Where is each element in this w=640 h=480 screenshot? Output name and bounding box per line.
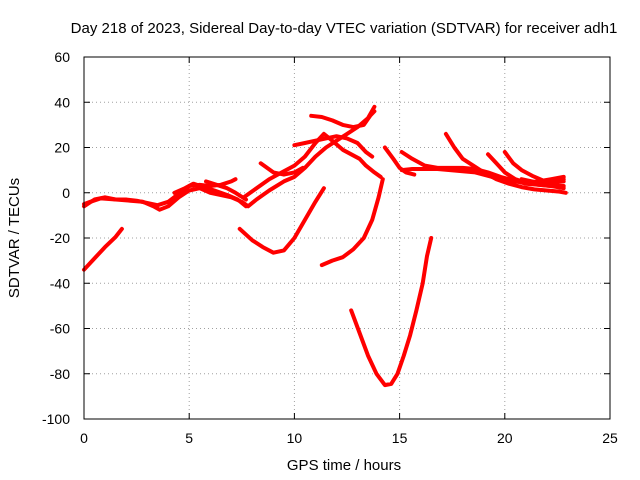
series-trace-07 (258, 161, 305, 177)
series-group (82, 104, 568, 388)
series-trace-10 (237, 186, 326, 255)
series-trace-01 (82, 226, 124, 272)
plot-frame (83, 56, 611, 420)
series-trace-16 (443, 131, 568, 195)
grid (84, 57, 610, 419)
x-tick-label: 10 (287, 430, 303, 446)
series-trace-04 (172, 181, 248, 209)
x-tick-label: 15 (392, 430, 408, 446)
x-tick-label: 25 (602, 430, 618, 446)
series-trace-06 (241, 131, 383, 200)
x-axis-label: GPS time / hours (287, 457, 401, 474)
y-tick-label: -40 (50, 275, 70, 291)
x-tick-labels: 0 5 10 15 20 25 (80, 430, 618, 446)
series-trace-11 (319, 177, 385, 268)
y-tick-labels: -100 -80 -60 -40 -20 0 20 40 60 (42, 49, 70, 427)
x-tick-label: 0 (80, 430, 88, 446)
x-tick-label: 5 (185, 430, 193, 446)
series-trace-19 (519, 177, 566, 186)
series-trace-09 (292, 134, 375, 159)
y-axis-label: SDTVAR / TECUs (6, 178, 23, 298)
series-trace-13 (382, 145, 417, 177)
y-tick-label: 40 (54, 94, 70, 110)
x-tick-label: 20 (497, 430, 513, 446)
series-trace-12 (349, 236, 434, 388)
y-tick-label: 0 (62, 185, 70, 201)
series-trace-08 (309, 109, 377, 130)
y-tick-label: 20 (54, 140, 70, 156)
axis-ticks (83, 56, 611, 420)
y-tick-label: -80 (50, 366, 70, 382)
y-tick-label: -60 (50, 321, 70, 337)
y-tick-label: -20 (50, 230, 70, 246)
y-tick-label: -100 (42, 411, 70, 427)
chart-title: Day 218 of 2023, Sidereal Day-to-day VTE… (71, 20, 618, 37)
series-trace-05 (204, 179, 248, 202)
y-tick-label: 60 (54, 49, 70, 65)
